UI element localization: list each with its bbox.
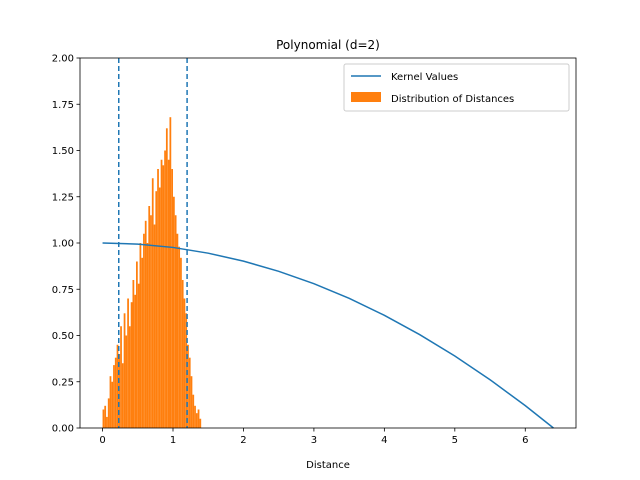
histogram-bar (190, 376, 193, 428)
histogram-bar (130, 302, 133, 428)
histogram-bar (132, 280, 135, 428)
y-tick-label: 1.50 (52, 146, 74, 157)
histogram-bar (150, 215, 152, 428)
histogram-bar (158, 187, 161, 428)
histogram-bar (111, 381, 114, 428)
histogram-bar (116, 344, 119, 428)
histogram-bar (194, 405, 196, 428)
histogram-bar (174, 215, 177, 428)
x-tick-label: 6 (522, 435, 528, 446)
kernel-line-layer (102, 242, 554, 429)
legend-kernel-label: Kernel Values (391, 72, 458, 83)
histogram-bar (199, 418, 202, 428)
histogram-bar (137, 283, 140, 428)
x-tick-label: 0 (99, 435, 105, 446)
histogram-bar (155, 191, 158, 428)
x-tick-label: 4 (381, 435, 387, 446)
histogram-bar (125, 335, 128, 428)
histogram-bar (176, 233, 179, 428)
legend: Kernel Values Distribution of Distances (343, 63, 570, 112)
x-tick-label: 3 (311, 435, 317, 446)
legend-box (343, 63, 570, 112)
y-tick-label: 0.00 (52, 424, 74, 435)
legend-distribution-label: Distribution of Distances (391, 94, 514, 105)
histogram-bar (109, 376, 112, 428)
histogram-bar (180, 257, 182, 428)
histogram-bar (134, 294, 137, 428)
histogram-bar (120, 326, 122, 428)
histogram-bar (128, 326, 131, 428)
histogram-bar (195, 413, 198, 428)
y-tick-label: 0.25 (52, 377, 74, 388)
histogram-bar (187, 344, 189, 428)
chart-title: Polynomial (d=2) (276, 38, 380, 52)
histogram-bar (157, 169, 159, 428)
histogram-bar (181, 280, 184, 428)
histogram-bar (153, 224, 156, 428)
histogram-bar (160, 159, 163, 428)
histogram-bar (107, 398, 110, 428)
histogram-bar (183, 298, 186, 428)
x-axis-ticks: 0 1 2 3 4 5 6 (99, 428, 528, 446)
histogram-bar (127, 298, 129, 428)
histogram-bar (144, 220, 147, 428)
histogram-bar (197, 409, 200, 428)
histogram-bar (171, 169, 173, 428)
histogram-bar (167, 159, 170, 428)
histogram-bar (104, 405, 107, 428)
histogram-bar (121, 363, 124, 428)
y-tick-label: 0.75 (52, 285, 74, 296)
histogram-bar (178, 246, 181, 428)
x-tick-label: 5 (452, 435, 458, 446)
histogram-bar (139, 243, 142, 428)
histogram-bar (141, 257, 144, 428)
kernel-values-line (102, 242, 554, 429)
legend-distribution-swatch (351, 92, 381, 102)
histogram-bar (148, 206, 151, 428)
histogram-bar (192, 394, 195, 428)
histogram-bar (114, 357, 117, 428)
reference-lines (118, 58, 188, 428)
histogram-bar (113, 365, 115, 428)
histogram-bar (151, 178, 154, 428)
y-tick-label: 0.50 (52, 331, 74, 342)
histogram-bar (185, 313, 188, 428)
histogram-bar (164, 150, 166, 428)
x-tick-label: 2 (240, 435, 246, 446)
histogram-bar (162, 165, 165, 429)
histogram-bar (106, 416, 108, 428)
histogram-bar (165, 128, 168, 429)
histogram-bar (169, 117, 172, 428)
y-tick-label: 1.25 (52, 192, 74, 203)
x-axis-title: Distance (306, 460, 350, 471)
y-tick-label: 1.75 (52, 100, 74, 111)
histogram-bar (136, 261, 138, 428)
histogram-bar (146, 243, 149, 428)
histogram-bar (143, 233, 145, 428)
histogram-bar (123, 313, 126, 428)
histogram-bar (188, 357, 191, 428)
histogram-bar (102, 409, 105, 428)
histogram-bars (102, 117, 202, 429)
y-axis-ticks: 0.00 0.25 0.50 0.75 1.00 1.25 1.50 1.75 2.00 (52, 54, 80, 435)
y-tick-label: 2.00 (52, 54, 74, 65)
histogram-bar (173, 196, 175, 428)
x-tick-label: 1 (170, 435, 176, 446)
y-tick-label: 1.00 (52, 239, 74, 250)
